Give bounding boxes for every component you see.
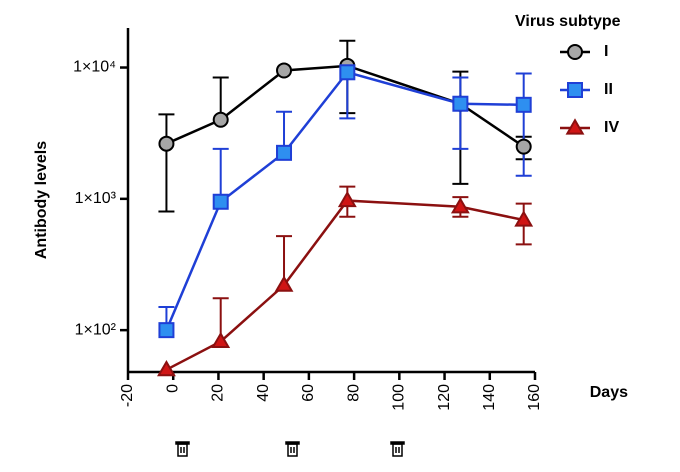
legend-marker	[567, 44, 583, 60]
legend-marker	[567, 82, 583, 98]
x-tick-label: 40	[255, 384, 272, 402]
y-tick-label: 1×10³	[75, 190, 117, 207]
legend-title: Virus subtype	[515, 13, 621, 30]
data-point	[158, 322, 175, 339]
data-point	[212, 111, 229, 128]
x-axis-title: Days	[590, 384, 628, 401]
legend-label: I	[604, 43, 608, 60]
x-tick-label: -20	[119, 384, 136, 407]
x-tick-label: 140	[481, 384, 498, 411]
data-point	[337, 190, 357, 208]
data-point	[339, 64, 356, 81]
x-tick-label: 20	[210, 384, 227, 402]
legend-marker	[565, 118, 585, 135]
x-tick-label: 0	[164, 384, 181, 393]
data-point	[157, 359, 176, 377]
data-point	[515, 96, 532, 113]
data-point	[276, 144, 293, 161]
data-point	[515, 138, 532, 155]
x-tick-label: 160	[526, 384, 543, 411]
data-point	[276, 62, 293, 79]
x-tick-label: 120	[436, 384, 453, 411]
y-tick-label: 1×10⁴	[73, 59, 116, 76]
legend-label: II	[604, 81, 613, 98]
data-point	[514, 210, 534, 227]
timeline-icons	[175, 441, 405, 457]
x-tick-label: 80	[345, 384, 362, 402]
data-point	[212, 193, 229, 210]
y-axis-title: Antibody levels	[33, 141, 50, 259]
data-point	[452, 95, 469, 112]
data-point	[158, 135, 175, 152]
x-tick-label: 60	[300, 384, 317, 402]
series-line	[165, 199, 524, 371]
legend-label: IV	[604, 119, 619, 136]
x-tick-label: 100	[391, 384, 408, 411]
data-point	[274, 275, 294, 292]
series-line	[165, 70, 524, 331]
y-tick-label: 1×10²	[75, 321, 117, 338]
data-point	[450, 197, 470, 214]
data-point	[211, 331, 231, 349]
series-line	[165, 64, 525, 148]
